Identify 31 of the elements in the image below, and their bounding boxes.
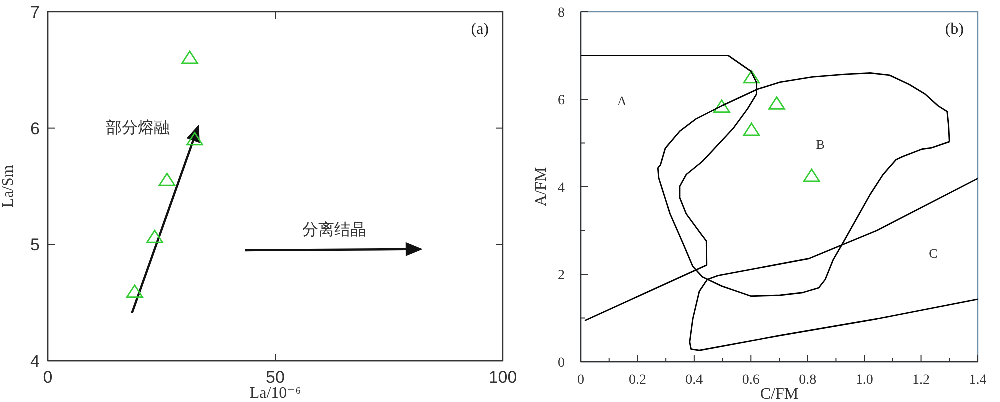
x-tick-label: 0.8 (799, 373, 817, 388)
y-tick-label: 7 (30, 2, 40, 22)
x-tick-label: 0 (43, 368, 53, 387)
annotation: 分离结晶 (302, 221, 367, 240)
y-axis-title: La/Sm (0, 164, 17, 208)
x-axis-title: C/FM (760, 386, 799, 402)
y-tick-label: 6 (558, 93, 565, 108)
x-tick-label: 0.6 (742, 373, 760, 388)
y-tick-label: 8 (558, 6, 565, 21)
annotation: C (929, 246, 938, 262)
x-tick-label: 100 (488, 368, 518, 387)
y-tick-label: 6 (30, 119, 40, 138)
x-tick-label: 1.2 (912, 373, 930, 388)
y-tick-label: 0 (558, 356, 565, 371)
y-tick-label: 5 (30, 236, 40, 255)
x-tick-label: 0.4 (686, 373, 704, 388)
annotation: A (617, 93, 628, 108)
y-axis-title: A/FM (533, 167, 550, 207)
x-tick-label: 50 (266, 368, 285, 387)
annotation: B (816, 137, 826, 152)
x-tick-label: 1.4 (969, 373, 987, 388)
x-axis-title: La/10⁻⁶ (250, 385, 302, 402)
y-tick-label: 2 (558, 268, 565, 284)
annotation: (b) (945, 21, 964, 38)
x-tick-label: 0 (578, 373, 584, 388)
x-tick-label: 1.0 (856, 373, 874, 388)
annotation: 部分熔融 (106, 118, 170, 137)
x-tick-label: 0.2 (628, 373, 646, 388)
y-tick-label: 4 (558, 180, 565, 196)
y-tick-label: 4 (30, 352, 40, 371)
annotation: (a) (471, 21, 489, 38)
